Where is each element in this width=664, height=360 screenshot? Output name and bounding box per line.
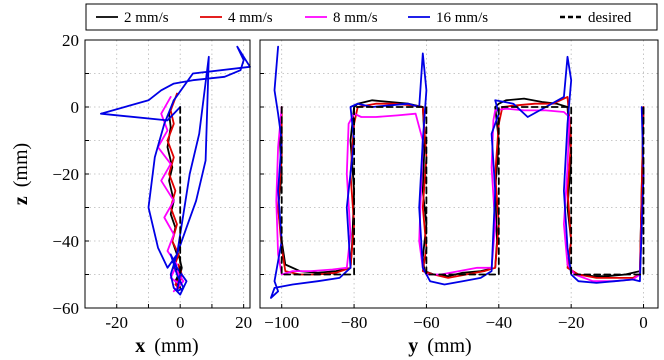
y-axis-label-main: z — [10, 196, 32, 205]
legend-label: 8 mm/s — [333, 10, 378, 26]
right-x-tick-labels: −100 −80 −60 −40 −20 0 — [264, 313, 648, 332]
left-series-lines — [100, 45, 251, 296]
right-series-line-desired — [280, 106, 645, 276]
right-gridlines — [260, 39, 658, 309]
legend-label: 2 mm/s — [124, 10, 169, 26]
y-axis-label: z (mm) — [10, 143, 32, 205]
left-x-axis-label-main: x — [135, 335, 145, 357]
legend-label: 16 mm/s — [436, 10, 488, 26]
left-y-tick-labels: 20 0 −20 −40 −60 — [52, 31, 79, 318]
y-axis-label-unit: (mm) — [10, 143, 32, 187]
left-y-tick-label: 20 — [62, 31, 79, 50]
legend-items: 2 mm/s 4 mm/s 8 mm/s 16 mm/s desired — [96, 10, 632, 26]
right-plot-frame — [259, 39, 659, 309]
right-x-tick-label: −40 — [486, 313, 513, 332]
right-x-axis-label-unit: (mm) — [427, 335, 471, 357]
right-x-tick-label: −20 — [558, 313, 585, 332]
legend: 2 mm/s 4 mm/s 8 mm/s 16 mm/s desired — [85, 3, 658, 31]
left-plot-frame — [84, 39, 251, 309]
left-y-tick-label: −40 — [52, 232, 79, 251]
left-x-axis-label-unit: (mm) — [154, 335, 198, 357]
right-series-lines — [269, 45, 645, 299]
left-x-tick-labels: -20 0 20 — [105, 313, 252, 332]
right-series-line-2-mm-s — [277, 97, 645, 278]
right-plot-panel: −100 −80 −60 −40 −20 0 y (mm) — [259, 39, 659, 357]
left-x-axis-label: x (mm) — [135, 335, 198, 357]
left-y-tick-label: 0 — [71, 98, 80, 117]
right-series-line-4-mm-s — [277, 96, 645, 279]
right-x-tick-label: −80 — [341, 313, 368, 332]
right-series-line-8-mm-s — [275, 106, 645, 283]
left-series-line-16-mm-s — [100, 45, 251, 296]
legend-label: desired — [588, 10, 632, 26]
right-x-tick-label: −100 — [264, 313, 299, 332]
left-y-tick-label: −60 — [52, 299, 79, 318]
right-series-line-16-mm-s — [269, 45, 645, 299]
left-x-tick-label: 20 — [235, 313, 252, 332]
left-x-tick-label: -20 — [105, 313, 128, 332]
left-y-tick-label: −20 — [52, 165, 79, 184]
right-x-axis-label: y (mm) — [408, 335, 471, 357]
left-x-tick-label: 0 — [176, 313, 185, 332]
legend-label: 4 mm/s — [228, 10, 273, 26]
right-x-tick-label: 0 — [639, 313, 648, 332]
right-x-axis-label-main: y — [408, 335, 418, 357]
right-x-tick-label: −60 — [413, 313, 440, 332]
left-plot-panel: -20 0 20 20 0 −20 −40 −60 x (mm) z (mm) — [10, 31, 252, 357]
